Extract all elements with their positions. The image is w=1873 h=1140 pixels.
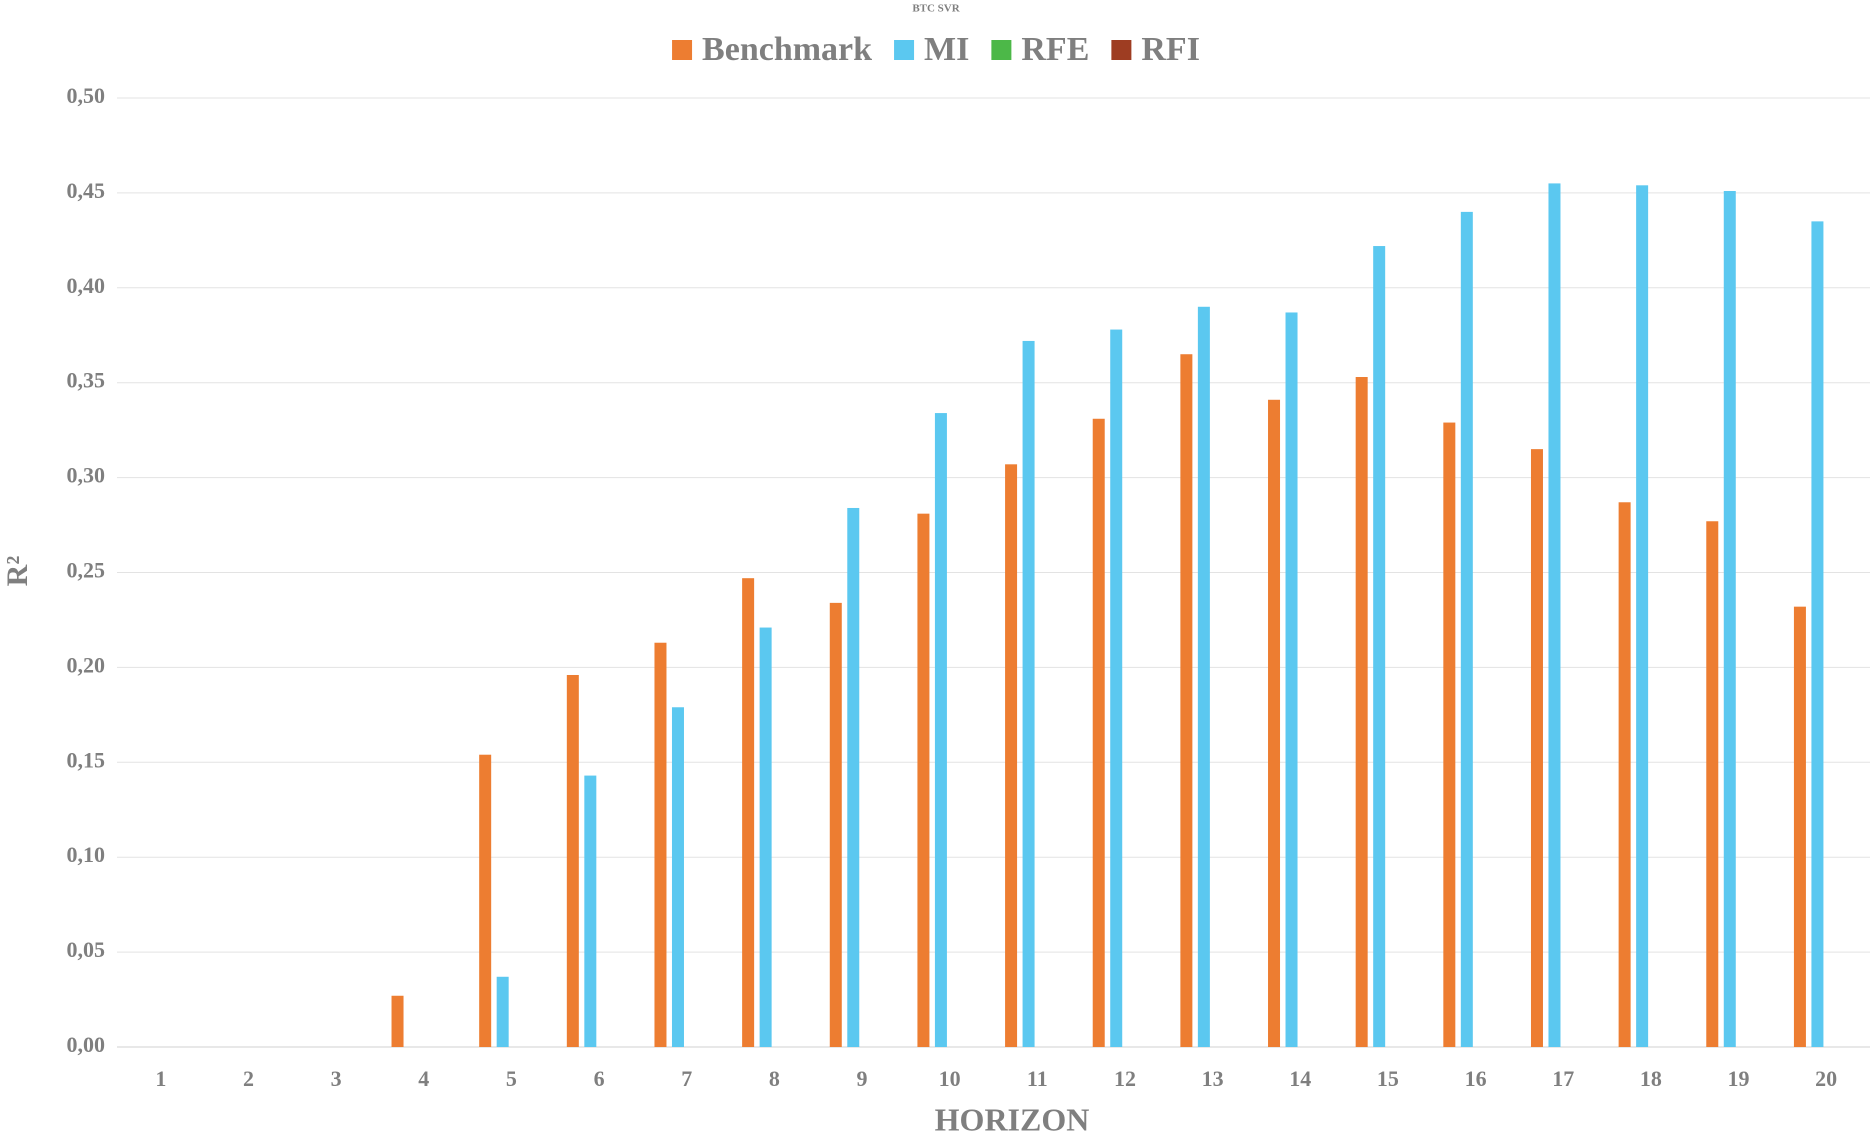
x-tick-label: 20	[1815, 1066, 1837, 1091]
x-tick-label: 18	[1640, 1066, 1662, 1091]
y-tick-label: 0,05	[67, 937, 106, 962]
legend-swatch	[991, 40, 1012, 60]
bar	[1355, 377, 1368, 1048]
x-tick-label: 6	[594, 1066, 605, 1091]
x-tick-label: 3	[331, 1066, 342, 1091]
legend-label: MI	[924, 31, 969, 68]
y-tick-label: 0,25	[67, 558, 106, 583]
x-tick-label: 13	[1202, 1066, 1224, 1091]
bar	[847, 507, 860, 1047]
x-tick-label: 2	[243, 1066, 254, 1091]
bar	[1443, 422, 1456, 1048]
x-tick-label: 19	[1728, 1066, 1750, 1091]
bar	[1460, 211, 1473, 1047]
bar	[1005, 464, 1018, 1048]
legend-label: RFE	[1021, 31, 1089, 68]
x-tick-label: 5	[506, 1066, 517, 1091]
bar	[1530, 449, 1543, 1047]
x-tick-label: 10	[939, 1066, 961, 1091]
x-tick-label: 1	[155, 1066, 166, 1091]
bar	[1268, 399, 1281, 1048]
x-tick-label: 4	[418, 1066, 429, 1091]
bar	[654, 642, 667, 1047]
y-tick-label: 0,20	[67, 652, 106, 677]
bar	[1618, 502, 1631, 1047]
y-tick-label: 0,15	[67, 747, 106, 772]
y-axis-title: R²	[1, 556, 34, 587]
x-axis-title: HORIZON	[935, 1101, 1090, 1137]
bar	[584, 775, 597, 1047]
legend-swatch	[672, 40, 693, 60]
bar	[1636, 185, 1649, 1048]
y-tick-label: 0,35	[67, 368, 106, 393]
bar	[1285, 312, 1298, 1047]
x-tick-label: 7	[681, 1066, 692, 1091]
chart-title: BTC SVR	[912, 3, 960, 15]
bar	[934, 413, 947, 1047]
bar	[496, 976, 509, 1047]
y-tick-label: 0,00	[67, 1032, 106, 1057]
bar	[1197, 306, 1210, 1047]
bar	[1706, 521, 1719, 1047]
y-tick-label: 0,45	[67, 178, 106, 203]
bar	[1092, 418, 1105, 1048]
bar	[479, 754, 492, 1047]
bar	[1022, 340, 1035, 1048]
legend-swatch	[894, 40, 915, 60]
bar	[1793, 606, 1806, 1047]
bar	[917, 513, 930, 1047]
legend-label: Benchmark	[702, 31, 872, 68]
x-tick-label: 8	[769, 1066, 780, 1091]
x-tick-label: 17	[1552, 1066, 1574, 1091]
x-tick-label: 9	[857, 1066, 868, 1091]
y-tick-label: 0,30	[67, 463, 106, 488]
bar	[829, 602, 842, 1047]
bar	[1811, 221, 1824, 1047]
bar	[1548, 183, 1561, 1047]
x-tick-label: 16	[1465, 1066, 1487, 1091]
bar	[1180, 354, 1193, 1048]
legend-label: RFI	[1141, 31, 1200, 68]
bar	[742, 578, 755, 1047]
y-tick-label: 0,10	[67, 842, 106, 867]
bar	[671, 707, 684, 1047]
bar	[1373, 246, 1386, 1047]
x-tick-label: 14	[1289, 1066, 1311, 1091]
x-tick-label: 11	[1027, 1066, 1048, 1091]
legend-swatch	[1111, 40, 1132, 60]
y-tick-label: 0,50	[67, 83, 106, 108]
bar	[391, 995, 404, 1047]
bar	[759, 627, 772, 1047]
bar	[1110, 329, 1123, 1047]
x-tick-label: 12	[1114, 1066, 1136, 1091]
y-tick-label: 0,40	[67, 273, 106, 298]
x-tick-label: 15	[1377, 1066, 1399, 1091]
bar	[566, 674, 579, 1047]
bar	[1723, 191, 1736, 1047]
